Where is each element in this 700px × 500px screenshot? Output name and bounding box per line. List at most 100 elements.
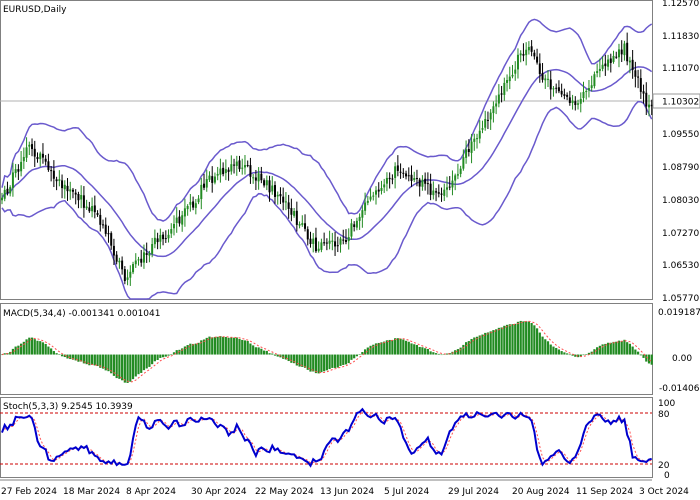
macd-bar <box>287 354 290 362</box>
macd-bar <box>519 320 522 355</box>
candle <box>82 186 85 218</box>
macd-bar <box>284 354 288 360</box>
candle <box>361 205 364 228</box>
macd-bar <box>492 330 495 355</box>
macd-bar <box>271 353 274 355</box>
macd-bar <box>462 344 465 355</box>
candle <box>489 109 492 130</box>
candle <box>612 50 615 64</box>
macd-bar <box>194 343 197 355</box>
macd-bar <box>28 337 31 355</box>
macd-bar <box>213 337 217 355</box>
macd-bar <box>407 341 410 355</box>
macd-bar <box>615 341 618 355</box>
candle <box>399 163 402 179</box>
x-tick-label: 27 Feb 2024 <box>1 487 57 497</box>
macd-bar <box>533 325 536 355</box>
candle <box>153 229 156 249</box>
macd-bar <box>93 354 96 366</box>
candle <box>129 265 132 286</box>
macd-bar <box>77 354 80 362</box>
candle <box>451 170 454 196</box>
macd-bar <box>399 338 402 355</box>
macd-bar <box>178 349 181 355</box>
macd-bar <box>574 354 577 357</box>
candle <box>22 147 25 169</box>
x-tick-label: 22 May 2024 <box>255 487 314 497</box>
macd-bar <box>205 337 208 355</box>
macd-bar <box>115 354 118 379</box>
macd-bar <box>645 354 648 362</box>
macd-bar <box>126 354 129 383</box>
x-tick-label: 3 Oct 2024 <box>639 487 689 497</box>
macd-bar <box>454 350 457 355</box>
candle <box>364 192 367 215</box>
macd-bar <box>252 345 255 355</box>
macd-bar <box>22 341 25 355</box>
y-tick-label: 1.07270 <box>662 229 699 239</box>
stoch-y-tick: 20 <box>658 461 670 471</box>
macd-bar <box>328 354 331 370</box>
candle <box>17 164 20 181</box>
candle <box>287 194 290 219</box>
macd-bar <box>80 354 83 362</box>
macd-bar <box>604 343 607 355</box>
macd-bar <box>36 340 39 355</box>
candle <box>372 191 375 201</box>
candle <box>380 180 383 195</box>
candle <box>213 172 216 185</box>
macd-bar <box>137 354 140 375</box>
macd-bar <box>620 341 623 355</box>
candle <box>538 53 541 83</box>
candle <box>536 48 539 65</box>
macd-bar <box>342 354 345 365</box>
candle <box>224 159 227 181</box>
macd-bar <box>60 354 64 357</box>
macd-bar <box>418 346 421 355</box>
candle <box>6 181 9 196</box>
candle <box>385 172 388 192</box>
candle <box>377 182 380 198</box>
macd-bar <box>429 351 432 355</box>
macd-bar <box>189 343 192 355</box>
candle <box>571 94 574 110</box>
candle <box>39 151 42 167</box>
candle <box>353 221 356 232</box>
candle <box>375 186 378 205</box>
candle <box>309 231 312 248</box>
macd-bar <box>497 327 500 355</box>
macd-bar <box>290 354 293 363</box>
macd-bar <box>456 349 460 355</box>
macd-bar <box>293 354 296 364</box>
macd-bar <box>303 354 307 368</box>
macd-bar <box>363 349 367 355</box>
macd-bar <box>563 352 566 355</box>
macd-histogram <box>0 320 653 383</box>
macd-bar <box>516 321 520 355</box>
candle <box>295 201 298 232</box>
candle <box>186 204 189 216</box>
candle <box>544 74 547 89</box>
candle <box>500 85 503 103</box>
macd-y-tick: 0.00 <box>672 354 692 364</box>
macd-bar <box>230 337 233 355</box>
candle <box>519 50 522 63</box>
candle <box>503 77 506 101</box>
macd-bar <box>101 354 105 369</box>
macd-bar <box>112 354 116 376</box>
candle <box>44 155 47 166</box>
macd-bar <box>350 354 353 360</box>
macd-bar <box>17 345 20 355</box>
macd-bar <box>369 345 372 355</box>
macd-bar <box>353 354 356 359</box>
candle <box>631 50 634 79</box>
macd-bar <box>11 348 15 355</box>
macd-bar <box>366 347 369 355</box>
macd-bar <box>317 354 320 374</box>
macd-bar <box>404 340 408 355</box>
macd-bar <box>440 354 443 356</box>
macd-bar <box>587 352 591 355</box>
macd-bar <box>276 354 279 357</box>
candle <box>238 155 241 172</box>
